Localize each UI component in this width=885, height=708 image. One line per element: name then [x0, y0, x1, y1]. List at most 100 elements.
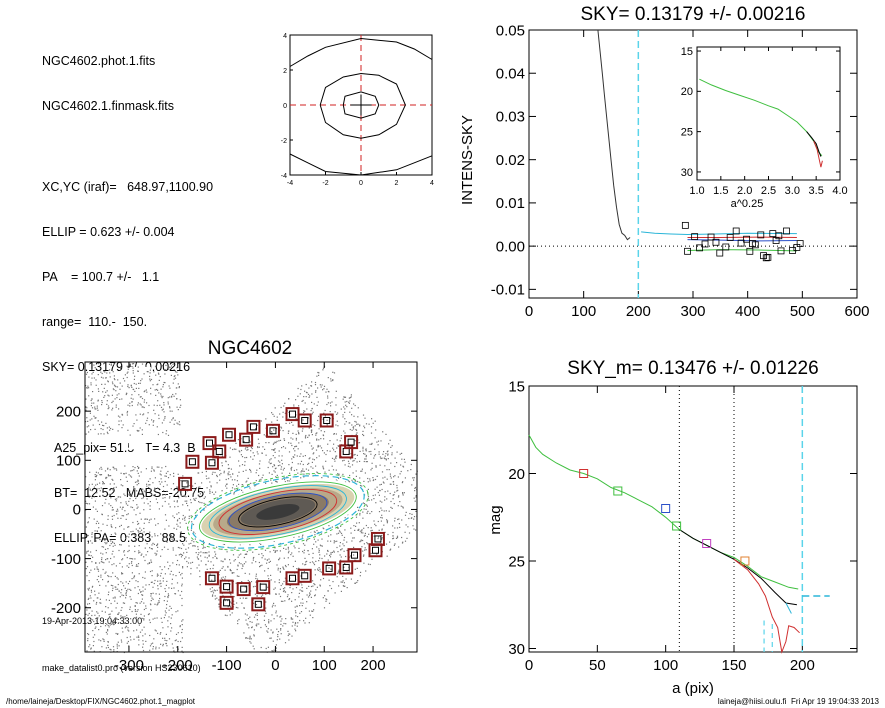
- noise-dot: [149, 378, 151, 380]
- mask-box-inner: [342, 563, 350, 571]
- noise-dot: [130, 476, 133, 478]
- noise-dot: [307, 469, 310, 471]
- noise-dot: [288, 598, 291, 600]
- mask-box: [219, 595, 234, 610]
- noise-dot: [259, 566, 261, 568]
- noise-dot: [389, 541, 391, 543]
- noise-dot: [340, 556, 342, 558]
- noise-dot: [172, 547, 174, 549]
- noise-dot: [127, 588, 129, 590]
- noise-dot: [386, 498, 388, 500]
- noise-dot: [117, 583, 119, 586]
- noise-dot: [402, 492, 404, 494]
- noise-dot: [280, 468, 282, 470]
- noise-dot: [153, 543, 155, 545]
- noise-dot: [237, 475, 239, 477]
- noise-dot: [343, 582, 345, 584]
- noise-dot: [350, 578, 352, 580]
- noise-dot: [328, 579, 330, 581]
- noise-dot: [314, 594, 316, 596]
- noise-dot: [271, 606, 273, 608]
- noise-dot: [308, 473, 310, 475]
- noise-dot: [164, 497, 166, 499]
- noise-dot: [127, 513, 129, 515]
- noise-dot: [346, 587, 348, 589]
- noise-dot: [285, 422, 287, 424]
- noise-dot: [288, 451, 291, 453]
- noise-dot: [128, 474, 130, 476]
- fit-ellipse: [208, 485, 347, 539]
- noise-dot: [277, 567, 279, 569]
- noise-dot: [336, 576, 338, 578]
- noise-dot: [387, 533, 389, 536]
- noise-dot: [361, 546, 363, 548]
- noise-dot: [162, 538, 164, 540]
- noise-dot: [99, 490, 101, 492]
- noise-dot: [245, 597, 247, 599]
- noise-dot: [296, 469, 298, 471]
- noise-dot: [100, 574, 102, 576]
- noise-dot: [253, 648, 255, 650]
- noise-dot: [364, 453, 366, 455]
- noise-dot: [284, 402, 286, 404]
- noise-dot: [92, 619, 94, 621]
- noise-dot: [262, 474, 264, 476]
- noise-dot: [394, 517, 396, 519]
- noise-dot: [314, 602, 316, 605]
- noise-dot: [109, 376, 111, 378]
- noise-dot: [256, 614, 258, 616]
- noise-dot: [112, 400, 114, 402]
- noise-dot: [346, 549, 348, 552]
- noise-dot: [335, 390, 337, 392]
- noise-dot: [305, 617, 307, 619]
- noise-dot: [267, 631, 269, 633]
- noise-dot: [157, 574, 159, 576]
- noise-dot: [128, 493, 130, 495]
- noise-dot: [310, 431, 313, 433]
- noise-dot: [91, 483, 93, 485]
- noise-dot: [128, 533, 130, 535]
- noise-dot: [154, 494, 156, 496]
- noise-dot: [199, 584, 201, 586]
- noise-dot: [327, 535, 330, 537]
- noise-dot: [343, 550, 345, 552]
- noise-dot: [284, 447, 287, 449]
- noise-dot: [101, 557, 103, 559]
- noise-dot: [301, 598, 304, 600]
- noise-dot: [141, 429, 143, 431]
- noise-dot: [312, 610, 314, 612]
- y-tick-label: 0.04: [496, 65, 525, 82]
- noise-dot: [274, 468, 276, 470]
- noise-dot: [228, 471, 230, 473]
- noise-dot: [105, 631, 107, 633]
- noise-dot: [93, 518, 95, 520]
- noise-dot: [270, 637, 272, 639]
- noise-dot: [280, 406, 282, 409]
- noise-dot: [171, 410, 173, 412]
- noise-dot: [175, 633, 178, 635]
- noise-dot: [250, 642, 252, 644]
- noise-dot: [143, 490, 145, 492]
- noise-dot: [167, 470, 169, 473]
- noise-dot: [350, 532, 352, 534]
- mask-box: [246, 419, 261, 434]
- noise-dot: [337, 527, 339, 529]
- noise-dot: [156, 466, 158, 468]
- noise-dot: [223, 598, 225, 600]
- noise-dot: [94, 614, 96, 616]
- noise-dot: [153, 420, 155, 422]
- noise-dot: [162, 627, 164, 629]
- noise-dot: [175, 540, 177, 542]
- noise-dot: [368, 451, 370, 453]
- noise-dot: [125, 393, 127, 396]
- noise-dot: [294, 547, 296, 549]
- noise-dot: [270, 462, 272, 464]
- noise-dot: [317, 472, 319, 474]
- y-tick-label: 25: [508, 553, 525, 570]
- noise-dot: [108, 493, 110, 495]
- noise-dot: [344, 423, 346, 425]
- noise-dot: [357, 529, 359, 531]
- noise-dot: [298, 567, 300, 569]
- noise-dot: [288, 480, 290, 482]
- noise-dot: [148, 484, 150, 486]
